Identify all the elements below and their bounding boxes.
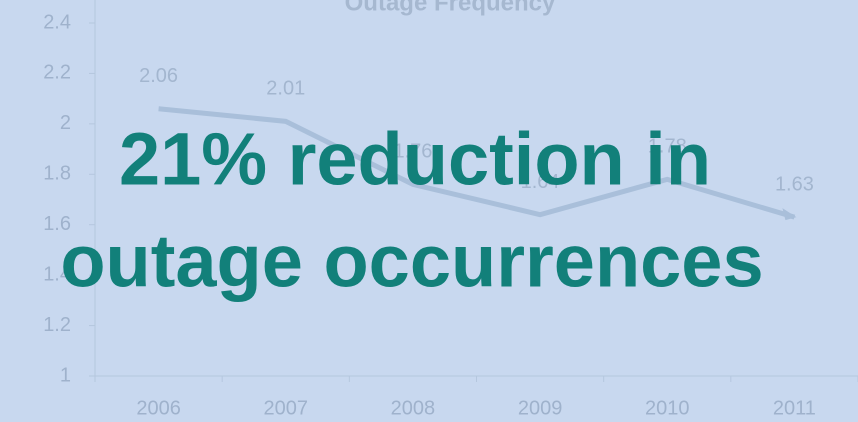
x-tick-label: 2009 (518, 397, 563, 419)
x-tick-label: 2011 (773, 397, 816, 419)
y-tick-label: 1 (60, 364, 71, 386)
x-tick-label: 2007 (264, 397, 309, 419)
value-label: 1.76 (393, 141, 432, 163)
x-tick-label: 2008 (391, 397, 436, 419)
value-label: 1.64 (521, 171, 560, 193)
line-arrow (782, 208, 797, 221)
y-tick-label: 2.2 (43, 62, 71, 84)
y-tick-label: 1.4 (43, 263, 71, 285)
value-label: 1.63 (775, 173, 814, 195)
y-tick-label: 2.4 (43, 11, 71, 33)
value-label: 1.78 (648, 136, 687, 158)
y-tick-label: 1.2 (43, 314, 71, 336)
y-tick-label: 1.8 (43, 163, 71, 185)
value-label: 2.01 (266, 78, 305, 100)
y-tick-label: 2 (60, 112, 71, 134)
value-label: 2.06 (139, 65, 178, 87)
x-tick-label: 2010 (645, 397, 690, 419)
plot: 1 1.2 1.4 1.6 1.8 2 2.2 2.4 2006 2007 2008 2009 2010… (43, 0, 858, 419)
annotation: 21% reduction in (119, 118, 711, 201)
annotation: outage occurrences (60, 220, 763, 303)
x-tick-label: 2006 (136, 397, 181, 419)
chart-title: Outage Frequency (345, 0, 556, 16)
data-line (158, 106, 796, 220)
y-tick-label: 1.6 (43, 213, 71, 235)
